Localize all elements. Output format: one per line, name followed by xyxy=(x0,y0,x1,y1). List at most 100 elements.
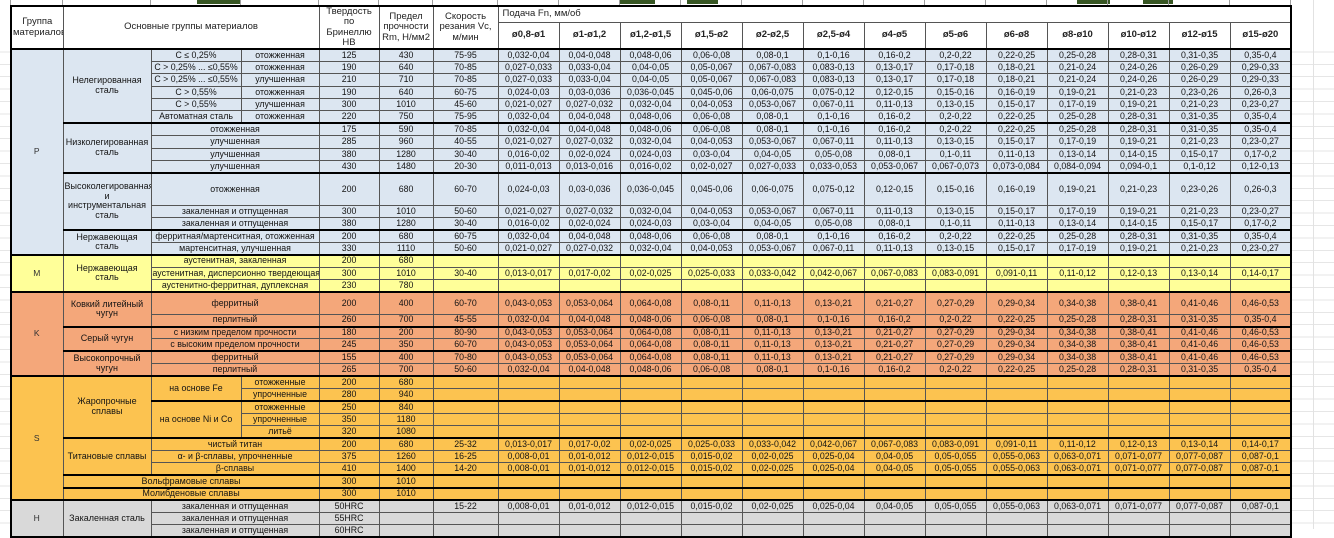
feed-value[interactable]: 0,28-0,31 xyxy=(1107,363,1170,377)
feed-value[interactable] xyxy=(1168,412,1231,427)
feed-value[interactable]: 0,027-0,033 xyxy=(741,159,804,174)
feed-value[interactable]: 0,1-0,16 xyxy=(802,363,865,377)
feed-value[interactable]: 0,19-0,21 xyxy=(1107,98,1170,112)
feed-value[interactable]: 0,05-0,055 xyxy=(924,449,987,464)
cutting-speed-value[interactable] xyxy=(432,412,499,427)
feed-value[interactable] xyxy=(1107,375,1170,390)
feed-value[interactable]: 0,021-0,027 xyxy=(497,98,560,112)
feed-value[interactable] xyxy=(619,425,682,439)
feed-value[interactable]: 0,27-0,29 xyxy=(924,325,987,340)
cutting-speed-value[interactable]: 25-32 xyxy=(432,437,499,452)
feed-value[interactable]: 0,14-0,17 xyxy=(1229,266,1292,281)
feed-value[interactable]: 0,033-0,042 xyxy=(741,437,804,452)
feed-value[interactable]: 0,053-0,067 xyxy=(741,98,804,112)
cutting-speed-value[interactable] xyxy=(432,375,499,390)
hardness-value[interactable]: 200 xyxy=(318,228,380,243)
material-subtype[interactable]: ферритный xyxy=(150,290,320,315)
feed-value[interactable]: 0,22-0,25 xyxy=(985,47,1048,62)
feed-value[interactable]: 0,25-0,28 xyxy=(1046,122,1109,137)
feed-value[interactable]: 0,02-0,025 xyxy=(741,499,804,513)
feed-value[interactable]: 0,41-0,46 xyxy=(1168,290,1231,315)
strength-value[interactable] xyxy=(378,499,434,513)
cutting-speed-value[interactable]: 30-40 xyxy=(432,147,499,162)
hardness-value[interactable]: 300 xyxy=(318,98,380,112)
feed-value[interactable]: 0,067-0,11 xyxy=(802,135,865,149)
feed-value[interactable]: 0,08-0,1 xyxy=(741,110,804,124)
strength-value[interactable]: 1260 xyxy=(378,449,434,464)
feed-value[interactable]: 0,04-0,048 xyxy=(558,313,621,328)
strength-value[interactable]: 750 xyxy=(378,110,434,124)
hardness-value[interactable]: 430 xyxy=(318,159,380,174)
feed-value[interactable]: 0,025-0,033 xyxy=(680,266,743,281)
feed-value[interactable] xyxy=(863,278,926,293)
feed-value[interactable] xyxy=(619,486,682,501)
feed-value[interactable] xyxy=(619,375,682,390)
material-subtype[interactable]: отожженная xyxy=(240,47,320,62)
feed-value[interactable]: 0,11-0,13 xyxy=(741,325,804,340)
hardness-value[interactable]: 200 xyxy=(318,253,380,268)
feed-value[interactable] xyxy=(558,511,621,526)
feed-value[interactable] xyxy=(497,511,560,526)
feed-value[interactable] xyxy=(1046,425,1109,439)
feed-value[interactable]: 0,067-0,083 xyxy=(863,437,926,452)
feed-value[interactable]: 0,055-0,063 xyxy=(985,499,1048,513)
feed-value[interactable]: 0,31-0,35 xyxy=(1168,228,1231,243)
material-subtype[interactable]: с высоким пределом прочности xyxy=(150,338,320,352)
feed-value[interactable]: 0,14-0,15 xyxy=(1107,217,1170,231)
strength-value[interactable]: 350 xyxy=(378,338,434,352)
cutting-speed-value[interactable]: 70-85 xyxy=(432,122,499,137)
feed-value[interactable] xyxy=(741,253,804,268)
feed-value[interactable]: 0,21-0,24 xyxy=(1046,73,1109,87)
feed-value[interactable]: 0,08-0,1 xyxy=(741,47,804,62)
feed-value[interactable]: 0,015-0,02 xyxy=(680,499,743,513)
feed-value[interactable]: 0,13-0,15 xyxy=(924,204,987,219)
feed-value[interactable]: 0,24-0,26 xyxy=(1107,73,1170,87)
feed-value[interactable]: 0,01-0,012 xyxy=(558,462,621,476)
feed-value[interactable]: 0,15-0,16 xyxy=(924,85,987,100)
feed-value[interactable] xyxy=(1107,388,1170,402)
feed-value[interactable] xyxy=(985,253,1048,268)
hardness-value[interactable]: 155 xyxy=(318,350,380,365)
feed-value[interactable]: 0,077-0,087 xyxy=(1168,499,1231,513)
feed-value[interactable]: 0,053-0,067 xyxy=(741,135,804,149)
feed-value[interactable]: 0,025-0,04 xyxy=(802,449,865,464)
cutting-speed-value[interactable] xyxy=(432,524,499,538)
feed-value[interactable]: 0,087-0,1 xyxy=(1229,462,1292,476)
feed-value[interactable]: 0,19-0,21 xyxy=(1046,85,1109,100)
feed-value[interactable]: 0,043-0,053 xyxy=(497,338,560,352)
material-subtype[interactable]: закаленная и отпущенная xyxy=(150,511,320,526)
feed-value[interactable] xyxy=(985,388,1048,402)
feed-value[interactable]: 0,08-0,1 xyxy=(863,147,926,162)
material-subtype[interactable]: на основе Ni и Co xyxy=(150,399,242,439)
feed-value[interactable]: 0,22-0,25 xyxy=(985,363,1048,377)
feed-value[interactable] xyxy=(680,278,743,293)
feed-value[interactable]: 0,17-0,19 xyxy=(1046,204,1109,219)
feed-value[interactable]: 0,16-0,19 xyxy=(985,85,1048,100)
feed-value[interactable] xyxy=(863,524,926,538)
feed-value[interactable]: 0,053-0,064 xyxy=(558,338,621,352)
feed-value[interactable] xyxy=(1229,375,1292,390)
feed-value[interactable]: 0,032-0,04 xyxy=(497,363,560,377)
feed-value[interactable]: 0,067-0,083 xyxy=(741,60,804,75)
feed-value[interactable]: 0,024-0,03 xyxy=(497,171,560,206)
feed-value[interactable] xyxy=(863,474,926,489)
hardness-value[interactable]: 300 xyxy=(318,474,380,489)
feed-value[interactable]: 0,27-0,29 xyxy=(924,290,987,315)
feed-value[interactable]: 0,027-0,033 xyxy=(497,73,560,87)
cutting-speed-value[interactable] xyxy=(432,253,499,268)
feed-value[interactable]: 0,05-0,055 xyxy=(924,462,987,476)
material-group-letter[interactable]: S xyxy=(10,375,64,501)
strength-value[interactable]: 960 xyxy=(378,135,434,149)
feed-value[interactable]: 0,05-0,067 xyxy=(680,73,743,87)
feed-value[interactable]: 0,35-0,4 xyxy=(1229,363,1292,377)
cutting-speed-value[interactable]: 20-30 xyxy=(432,159,499,174)
cutting-speed-value[interactable]: 70-80 xyxy=(432,350,499,365)
cutting-speed-value[interactable] xyxy=(432,425,499,439)
feed-value[interactable]: 0,23-0,27 xyxy=(1229,98,1292,112)
feed-value[interactable] xyxy=(924,511,987,526)
strength-value[interactable]: 1010 xyxy=(378,266,434,281)
feed-value[interactable]: 0,12-0,13 xyxy=(1107,437,1170,452)
cutting-speed-value[interactable]: 14-20 xyxy=(432,462,499,476)
feed-value[interactable]: 0,31-0,35 xyxy=(1168,363,1231,377)
feed-value[interactable]: 0,27-0,29 xyxy=(924,338,987,352)
